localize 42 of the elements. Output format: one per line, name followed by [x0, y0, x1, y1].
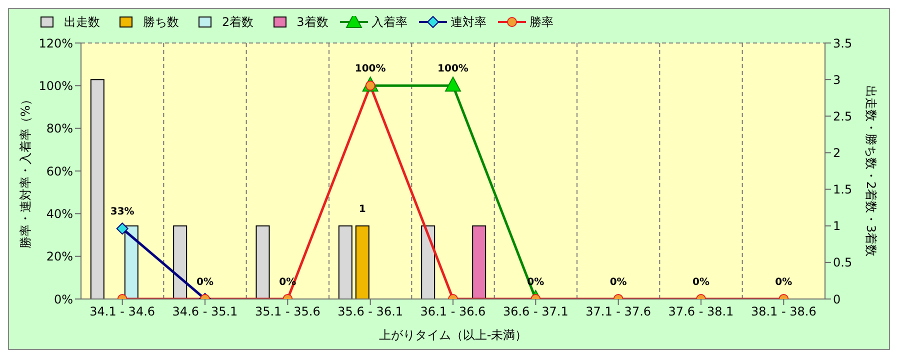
legend-label: 2着数 — [222, 14, 254, 30]
y-tick-label: 40% — [46, 206, 73, 221]
y2-tick-label: 2.5 — [833, 109, 852, 124]
y2-tick-label: 3 — [833, 72, 841, 87]
y-tick-label: 80% — [46, 122, 73, 136]
y2-tick-label: 0.5 — [833, 256, 852, 270]
y-tick-label: 20% — [46, 250, 73, 264]
y-tick-label: 60% — [46, 164, 73, 178]
data-label: 100% — [438, 64, 468, 75]
x-tick-label: 35.1 - 35.6 — [254, 304, 320, 319]
y2-tick-label: 2 — [833, 146, 841, 160]
legend-label: 連対率 — [450, 14, 486, 30]
x-tick-label: 37.6 - 38.1 — [668, 304, 734, 319]
legend-label: 出走数 — [64, 14, 100, 30]
legend-label: 入着率 — [371, 14, 408, 30]
data-label: 100% — [354, 64, 386, 75]
x-tick-label: 34.1 - 34.6 — [90, 304, 156, 319]
data-label: 0% — [196, 277, 214, 288]
x-tick-label: 38.1 - 38.6 — [750, 304, 816, 319]
y2-tick-label: 0 — [833, 292, 841, 306]
data-label: 33% — [110, 206, 134, 218]
x-tick-label: 37.1 - 37.6 — [586, 304, 652, 319]
y-axis-title: 勝率・連対率・入着率（%） — [18, 93, 32, 249]
data-label: 0% — [775, 277, 792, 288]
data-label: 1 — [358, 204, 366, 215]
data-label: 0% — [610, 277, 627, 288]
x-tick-label: 34.6 - 35.1 — [172, 304, 238, 319]
y-tick-label: 120% — [38, 36, 73, 50]
data-label: 0% — [692, 277, 710, 288]
y2-axis-title: 出走数・勝ち数・2着数・3着数 — [864, 85, 878, 257]
x-tick-label: 35.6 - 36.1 — [338, 304, 404, 319]
y2-tick-label: 1.5 — [833, 182, 852, 197]
x-tick-label: 36.6 - 37.1 — [502, 304, 568, 319]
legend-label: 勝率 — [529, 14, 554, 30]
y2-tick-label: 1 — [833, 219, 841, 234]
y-tick-label: 100% — [38, 78, 73, 93]
x-axis-title: 上がりタイム（以上-未満） — [378, 328, 528, 342]
y2-tick-label: 3.5 — [833, 36, 852, 50]
legend-label: 3着数 — [296, 14, 328, 30]
legend-label: 勝ち数 — [143, 14, 179, 30]
y-tick-label: 0% — [54, 292, 73, 306]
x-tick-label: 36.1 - 36.6 — [420, 304, 486, 319]
